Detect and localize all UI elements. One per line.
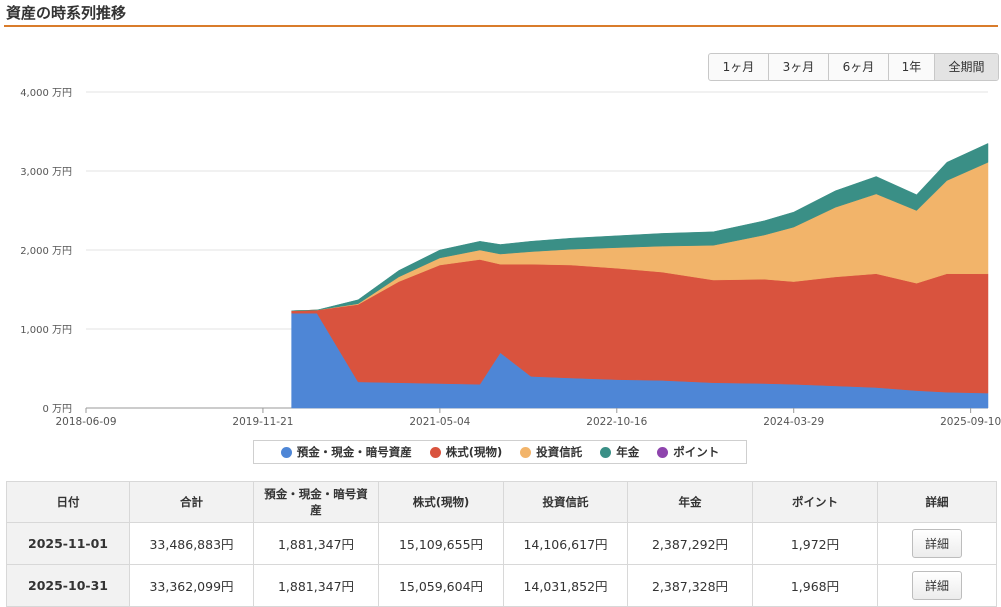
y-tick-label: 0 万円 [42,404,72,415]
point-color-icon [657,446,669,458]
range-selector: 1ヶ月 3ヶ月 6ヶ月 1年 全期間 [708,53,999,81]
asset-table: 日付 合計 預金・現金・暗号資産 株式(現物) 投資信託 年金 ポイント 詳細 … [6,481,997,607]
row-total: 33,362,099円 [129,564,254,607]
legend-item-stock[interactable]: 株式(現物) [429,444,503,460]
pension-color-icon [600,446,612,458]
detail-button[interactable]: 詳細 [911,571,962,600]
x-tick-label: 2021-05-04 [409,416,470,428]
row-date: 2025-11-01 [6,522,130,565]
legend-item-cash[interactable]: 預金・現金・暗号資産 [280,444,412,460]
y-tick-label: 3,000 万円 [20,167,72,178]
legend-item-pension[interactable]: 年金 [600,444,639,460]
col-header-pension: 年金 [627,481,753,523]
col-header-date: 日付 [6,481,130,523]
row-stock: 15,109,655円 [378,522,504,565]
range-3-month-button[interactable]: 3ヶ月 [768,54,828,80]
detail-button[interactable]: 詳細 [911,529,962,558]
fund-color-icon [520,446,532,458]
col-header-stock: 株式(現物) [378,481,504,523]
col-header-point: ポイント [752,481,878,523]
asset-history-chart: 0 万円 1,000 万円 2,000 万円 3,000 万円 4,000 万円 201… [20,88,1001,428]
col-header-cash: 預金・現金・暗号資産 [253,481,379,523]
table-row: 2025-11-01 33,486,883円 1,881,347円 15,109… [6,522,997,565]
legend-item-point[interactable]: ポイント [657,444,719,460]
x-tick-label: 2025-09-10 [940,416,1001,428]
x-tick-label: 2018-06-09 [55,416,116,428]
row-date: 2025-10-31 [6,564,130,607]
row-cash: 1,881,347円 [253,564,379,607]
row-total: 33,486,883円 [129,522,254,565]
x-tick-label: 2022-10-16 [586,416,647,428]
row-detail-cell: 詳細 [877,564,997,607]
range-1-month-button[interactable]: 1ヶ月 [722,60,755,74]
row-pension: 2,387,292円 [627,522,753,565]
y-tick-label: 1,000 万円 [20,325,72,336]
stock-color-icon [429,446,441,458]
y-tick-label: 2,000 万円 [20,246,72,257]
row-detail-cell: 詳細 [877,522,997,565]
page-title: 資産の時系列推移 [6,4,127,22]
legend-label: ポイント [673,445,720,459]
range-6-month-button[interactable]: 6ヶ月 [828,54,888,80]
range-1-year-button[interactable]: 1年 [888,54,934,80]
cash-color-icon [280,446,292,458]
row-stock: 15,059,604円 [378,564,504,607]
row-cash: 1,881,347円 [253,522,379,565]
legend-label: 投資信託 [536,445,583,459]
legend-label: 預金・現金・暗号資産 [296,445,412,459]
table-header-row: 日付 合計 預金・現金・暗号資産 株式(現物) 投資信託 年金 ポイント 詳細 [6,481,997,523]
col-header-total: 合計 [129,481,254,523]
legend-item-fund[interactable]: 投資信託 [520,444,582,460]
title-divider [4,25,998,27]
x-tick-label: 2024-03-29 [763,416,824,428]
row-point: 1,968円 [752,564,878,607]
chart-legend: 預金・現金・暗号資産 株式(現物) 投資信託 年金 ポイント [253,440,747,464]
col-header-fund: 投資信託 [503,481,628,523]
col-header-detail: 詳細 [877,481,997,523]
row-point: 1,972円 [752,522,878,565]
legend-label: 年金 [616,445,640,459]
table-row: 2025-10-31 33,362,099円 1,881,347円 15,059… [6,564,997,607]
row-fund: 14,106,617円 [503,522,628,565]
area-series-3 [291,143,989,312]
x-tick-label: 2019-11-21 [232,416,293,428]
row-fund: 14,031,852円 [503,564,628,607]
y-tick-label: 4,000 万円 [20,88,72,99]
row-pension: 2,387,328円 [627,564,753,607]
legend-label: 株式(現物) [445,445,503,459]
range-all-button[interactable]: 全期間 [934,54,998,80]
